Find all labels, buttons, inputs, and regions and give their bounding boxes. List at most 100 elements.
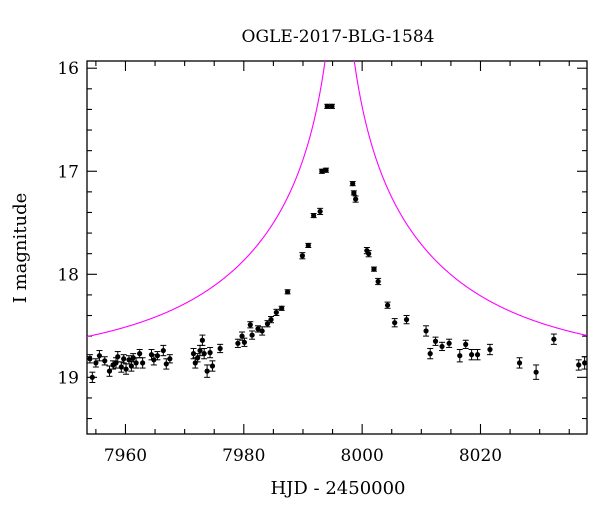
data-marker — [487, 346, 493, 353]
data-marker — [140, 360, 146, 366]
data-marker — [121, 356, 127, 362]
data-point — [268, 316, 275, 324]
data-point — [462, 339, 469, 349]
data-point — [278, 305, 285, 311]
data-point — [375, 277, 382, 286]
data-marker — [403, 317, 410, 323]
y-tick-label: 19 — [57, 368, 79, 388]
data-point — [101, 356, 108, 366]
data-point — [299, 252, 306, 260]
data-marker — [469, 352, 475, 358]
data-point — [154, 351, 161, 361]
data-marker — [284, 289, 291, 295]
data-marker — [576, 362, 582, 368]
data-point — [427, 347, 434, 360]
y-tick-label: 17 — [57, 162, 79, 182]
chart-title: OGLE-2017-BLG-1584 — [242, 27, 435, 47]
data-marker — [209, 363, 216, 369]
data-marker — [432, 338, 439, 344]
data-point — [136, 349, 143, 359]
data-point — [273, 308, 280, 317]
data-point — [310, 212, 317, 219]
data-marker — [239, 333, 245, 339]
data-marker — [192, 360, 198, 366]
data-marker — [375, 278, 381, 285]
data-marker — [255, 326, 261, 332]
data-marker — [201, 351, 207, 357]
data-marker — [427, 351, 433, 357]
data-marker — [199, 337, 205, 343]
data-marker — [89, 374, 95, 380]
data-point — [139, 357, 146, 369]
data-point — [255, 325, 262, 333]
data-marker — [366, 251, 372, 257]
data-marker — [582, 360, 587, 366]
data-marker — [323, 167, 329, 173]
data-point — [89, 371, 96, 383]
data-point — [197, 344, 204, 357]
data-point — [446, 338, 453, 348]
data-point — [581, 356, 587, 370]
data-point — [217, 343, 224, 354]
plot-area: 7960 7980 8000 8020 16 17 18 19 — [57, 59, 588, 466]
data-marker — [190, 351, 197, 357]
data-marker — [463, 341, 469, 347]
data-point — [166, 354, 173, 364]
data-point — [199, 334, 206, 346]
data-point — [439, 341, 446, 352]
data-point — [201, 347, 208, 360]
data-point — [533, 364, 540, 380]
data-point — [323, 167, 330, 173]
data-point — [328, 103, 335, 109]
data-point — [486, 343, 493, 356]
data-point — [352, 195, 359, 203]
data-marker — [516, 360, 523, 366]
data-marker — [305, 242, 311, 249]
data-point — [384, 301, 391, 309]
data-marker — [151, 357, 157, 363]
y-tick-label: 16 — [57, 59, 79, 79]
data-marker — [533, 369, 539, 375]
data-marker — [384, 302, 391, 308]
data-point — [474, 349, 481, 361]
data-point — [403, 315, 410, 325]
data-marker — [264, 321, 271, 327]
data-point — [305, 242, 312, 249]
model-curve — [87, 61, 587, 338]
data-marker — [96, 353, 103, 359]
data-marker — [133, 360, 139, 366]
data-point — [423, 325, 430, 337]
data-marker — [154, 353, 161, 359]
x-tick-label: 8020 — [459, 446, 502, 466]
data-marker — [167, 356, 173, 362]
data-marker — [197, 347, 203, 354]
data-point — [365, 250, 372, 258]
data-point — [114, 351, 121, 363]
data-marker — [446, 340, 452, 346]
data-marker — [353, 196, 359, 202]
data-marker — [207, 349, 213, 356]
data-point — [575, 359, 582, 371]
data-marker — [268, 317, 274, 323]
data-point — [468, 349, 475, 361]
data-marker — [118, 364, 124, 370]
x-axis-title: HJD - 2450000 — [270, 478, 405, 499]
data-marker — [235, 340, 241, 346]
data-marker — [247, 322, 253, 328]
data-point — [96, 350, 103, 362]
data-point — [516, 357, 523, 369]
data-marker — [249, 332, 255, 338]
data-marker — [204, 368, 210, 374]
x-tick-label: 7980 — [222, 446, 265, 466]
data-point — [118, 361, 125, 373]
data-marker — [123, 366, 129, 372]
data-marker — [317, 208, 323, 215]
data-point — [87, 354, 93, 364]
data-marker — [439, 343, 445, 350]
y-axis-title: I magnitude — [10, 193, 31, 304]
data-point — [123, 363, 130, 375]
data-point — [241, 337, 248, 347]
data-point — [207, 346, 214, 359]
data-point — [160, 344, 167, 357]
